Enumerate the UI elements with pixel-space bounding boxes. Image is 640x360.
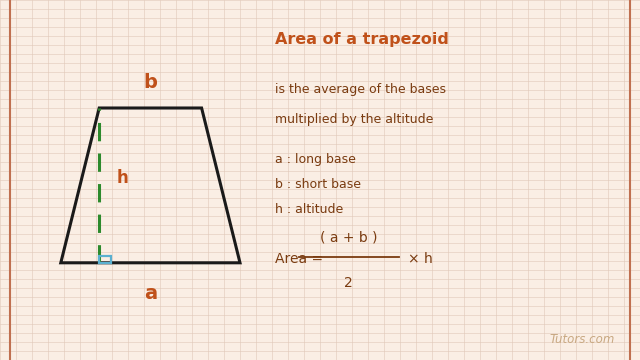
Text: h : altitude: h : altitude [275, 203, 344, 216]
Text: × h: × h [408, 252, 433, 266]
Text: a : long base: a : long base [275, 153, 356, 166]
Text: 2: 2 [344, 276, 353, 289]
Text: b: b [143, 73, 157, 92]
Text: Tutors.com: Tutors.com [549, 333, 614, 346]
Text: Area of a trapezoid: Area of a trapezoid [275, 32, 449, 48]
Text: b : short base: b : short base [275, 178, 361, 191]
Text: multiplied by the altitude: multiplied by the altitude [275, 113, 433, 126]
Text: a: a [144, 284, 157, 303]
Text: Area =: Area = [275, 252, 328, 266]
Text: h: h [117, 169, 129, 187]
Text: is the average of the bases: is the average of the bases [275, 83, 446, 96]
Text: ( a + b ): ( a + b ) [320, 231, 378, 244]
